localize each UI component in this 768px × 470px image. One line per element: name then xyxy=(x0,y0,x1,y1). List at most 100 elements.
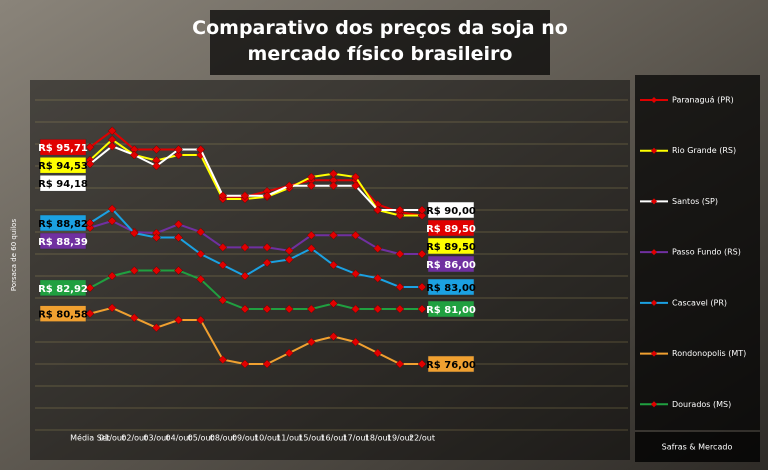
legend-marker xyxy=(651,147,657,154)
marker xyxy=(417,304,427,314)
marker xyxy=(373,348,383,358)
x-tick-label: 22/out xyxy=(409,434,435,443)
legend-marker xyxy=(651,97,657,103)
value-label: R$ 76,00 xyxy=(426,360,476,371)
marker xyxy=(240,271,250,281)
marker xyxy=(107,216,117,226)
value-label-box xyxy=(427,300,475,318)
y-axis-label: Porsaca de 60 quilos xyxy=(10,219,18,292)
marker xyxy=(284,348,294,358)
marker xyxy=(129,266,139,275)
title-box xyxy=(210,10,550,75)
value-label: R$ 95,71 xyxy=(38,143,88,154)
x-tick-label: 19/out xyxy=(387,434,413,443)
marker xyxy=(174,266,183,275)
value-label: R$ 81,00 xyxy=(426,305,476,316)
series-line xyxy=(89,207,422,288)
marker xyxy=(196,274,206,284)
marker xyxy=(152,233,161,242)
source: Safras & Mercado xyxy=(662,443,733,452)
marker xyxy=(174,145,183,154)
value-label-box xyxy=(39,214,87,232)
value-label: R$ 86,00 xyxy=(426,260,476,271)
value-label-box xyxy=(39,305,87,322)
marker xyxy=(107,204,117,214)
marker xyxy=(373,273,383,283)
legend-label: Santos (SP) xyxy=(672,197,718,206)
marker xyxy=(306,304,316,314)
marker xyxy=(262,304,272,314)
marker xyxy=(196,249,206,259)
marker xyxy=(395,359,405,369)
marker xyxy=(373,304,383,314)
marker xyxy=(107,141,117,151)
value-label-box xyxy=(39,174,87,192)
marker xyxy=(284,255,294,264)
marker xyxy=(284,304,294,314)
marker xyxy=(262,243,272,252)
x-tick-label: Média Set xyxy=(70,433,110,443)
legend-label: Cascavel (PR) xyxy=(672,298,727,307)
source-box xyxy=(635,432,760,462)
legend-label: Dourados (MS) xyxy=(672,400,731,409)
value-label: R$ 88,82 xyxy=(38,219,88,230)
marker xyxy=(107,271,117,281)
legend-marker xyxy=(651,249,657,256)
marker xyxy=(373,244,383,253)
value-label: R$ 83,00 xyxy=(426,283,476,294)
marker xyxy=(306,244,316,253)
x-tick-label: 18/out xyxy=(365,434,391,443)
series-line xyxy=(89,269,422,310)
marker xyxy=(351,269,360,279)
marker xyxy=(417,249,427,259)
series-line xyxy=(89,138,422,217)
marker xyxy=(417,211,427,220)
marker xyxy=(351,181,360,191)
x-tick-label: 02/out xyxy=(121,434,147,443)
series-line xyxy=(89,306,422,365)
legend-label: Rondonopolis (MT) xyxy=(672,349,746,358)
marker xyxy=(351,172,360,182)
marker xyxy=(329,169,338,179)
marker xyxy=(107,303,117,313)
x-tick-label: 16/out xyxy=(320,434,346,443)
marker xyxy=(152,323,161,333)
marker xyxy=(85,159,95,169)
legend-label: Paranaguá (PR) xyxy=(672,96,734,105)
marker xyxy=(262,359,272,369)
value-label: R$ 89,50 xyxy=(426,224,476,235)
value-label-box xyxy=(427,255,475,273)
x-tick-label: 10/out xyxy=(254,434,280,443)
value-label: R$ 94,53 xyxy=(38,161,88,172)
series-line xyxy=(89,145,422,211)
marker xyxy=(85,223,95,233)
marker xyxy=(395,249,405,259)
x-tick-label: 03/out xyxy=(143,434,169,443)
marker xyxy=(85,309,95,318)
marker xyxy=(306,172,316,182)
marker xyxy=(174,233,183,242)
value-label: R$ 88,39 xyxy=(38,237,88,248)
marker xyxy=(196,227,206,237)
value-label-box xyxy=(427,219,475,237)
marker xyxy=(174,150,183,160)
plot-area xyxy=(30,80,630,460)
marker xyxy=(395,205,405,215)
marker xyxy=(329,299,338,308)
marker xyxy=(329,260,338,270)
x-tick-label: 05/out xyxy=(188,434,214,443)
marker xyxy=(395,282,405,292)
marker xyxy=(152,161,161,171)
marker xyxy=(329,181,338,191)
value-label: R$ 94,18 xyxy=(38,179,88,190)
marker xyxy=(218,191,228,201)
legend-marker xyxy=(651,401,657,408)
value-label-box xyxy=(427,355,475,373)
marker xyxy=(85,283,95,293)
marker xyxy=(174,315,183,325)
legend-marker xyxy=(651,299,657,306)
marker xyxy=(129,313,139,323)
value-label: R$ 90,00 xyxy=(426,206,476,217)
marker xyxy=(417,359,427,369)
